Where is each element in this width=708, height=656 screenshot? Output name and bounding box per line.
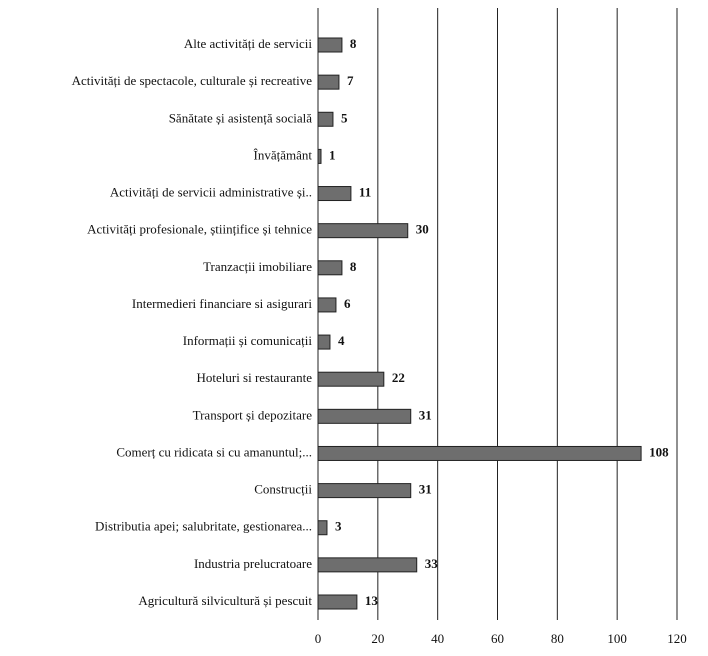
bar <box>317 186 352 202</box>
data-label: 7 <box>347 73 354 88</box>
y-tick-label: Industria prelucratoare <box>194 556 312 571</box>
data-label: 31 <box>419 482 432 497</box>
data-label: 33 <box>425 556 439 571</box>
y-tick-label: Hoteluri si restaurante <box>196 370 312 385</box>
data-label: 11 <box>359 185 371 200</box>
data-label: 22 <box>392 370 405 385</box>
bar <box>317 520 328 536</box>
y-tick-label: Învățământ <box>254 147 313 162</box>
data-label: 6 <box>344 296 351 311</box>
y-tick-label: Construcții <box>254 482 312 497</box>
bar <box>317 408 412 424</box>
y-tick-label: Transport și depozitare <box>193 407 313 422</box>
x-tick-label: 120 <box>667 631 687 646</box>
x-tick-label: 40 <box>431 631 444 646</box>
data-label: 13 <box>365 593 379 608</box>
bar <box>317 260 343 276</box>
x-tick-label: 100 <box>607 631 627 646</box>
x-tick-label: 80 <box>551 631 564 646</box>
y-tick-label: Activități de spectacole, culturale și r… <box>72 73 313 88</box>
data-label: 30 <box>416 222 429 237</box>
y-tick-label: Informații și comunicații <box>183 333 313 348</box>
y-tick-label: Tranzacții imobiliare <box>203 259 312 274</box>
bar <box>317 334 331 350</box>
bar <box>317 594 358 610</box>
y-tick-label: Intermedieri financiare si asigurari <box>132 296 312 311</box>
y-tick-label: Comerț cu ridicata si cu amanuntul;... <box>116 444 312 459</box>
data-label: 8 <box>350 259 357 274</box>
data-label: 8 <box>350 36 357 51</box>
bar <box>317 148 322 164</box>
bar <box>317 483 412 499</box>
bar <box>317 445 642 461</box>
x-tick-label: 0 <box>315 631 322 646</box>
bar <box>317 557 418 573</box>
data-label: 108 <box>649 444 669 459</box>
y-tick-label: Activități profesionale, științifice și … <box>87 222 312 237</box>
data-label: 4 <box>338 333 345 348</box>
y-tick-label: Sănătate și asistență socială <box>169 110 313 125</box>
bar <box>317 371 385 387</box>
data-label: 3 <box>335 519 342 534</box>
bar <box>317 37 343 53</box>
data-label: 31 <box>419 407 432 422</box>
y-tick-label: Activități de servicii administrative și… <box>110 185 312 200</box>
bar <box>317 297 337 313</box>
data-label: 5 <box>341 110 348 125</box>
y-tick-label: Distributia apei; salubritate, gestionar… <box>95 519 312 534</box>
y-tick-label: Agricultură silvicultură și pescuit <box>138 593 312 608</box>
bar <box>317 223 409 239</box>
bar <box>317 111 334 127</box>
y-tick-label: Alte activități de servicii <box>184 36 313 51</box>
x-tick-label: 60 <box>491 631 504 646</box>
data-label: 1 <box>329 147 336 162</box>
bar <box>317 74 340 90</box>
x-tick-label: 20 <box>371 631 384 646</box>
